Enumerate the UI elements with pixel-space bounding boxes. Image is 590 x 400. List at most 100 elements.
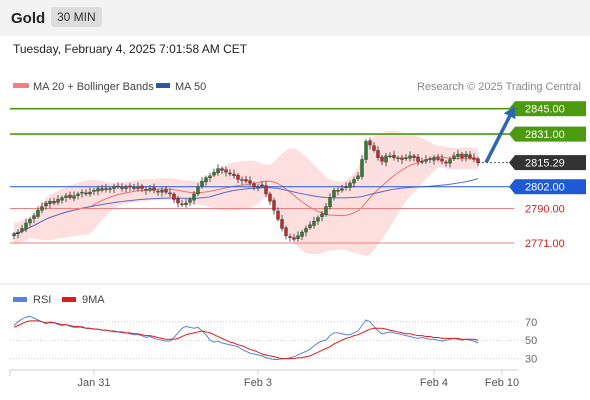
candle-body: [68, 194, 72, 198]
candle-body: [60, 197, 64, 201]
candle-body: [164, 189, 168, 193]
level-box-resistance: [515, 126, 586, 142]
chart-datetime: Tuesday, February 4, 2025 7:01:58 AM CET: [13, 42, 248, 56]
x-tick-label: Feb 3: [244, 377, 272, 389]
candle: [244, 175, 248, 184]
rsi-tick-label: 70: [525, 317, 537, 329]
candle-body: [404, 157, 408, 159]
candle: [432, 154, 436, 165]
candle: [292, 233, 296, 242]
candle-body: [192, 193, 196, 201]
moving-averages: [13, 156, 479, 235]
candle-body: [368, 140, 372, 146]
candle: [384, 152, 388, 167]
candle-body: [304, 228, 308, 233]
level-box-last: [515, 155, 586, 171]
candle: [320, 211, 324, 222]
candle: [152, 183, 156, 194]
candle: [228, 169, 232, 177]
rsi-lines: [13, 315, 479, 361]
candle: [288, 233, 292, 242]
candle: [420, 157, 424, 165]
candle: [272, 197, 276, 215]
candle-body: [324, 206, 328, 215]
candle-body: [316, 217, 320, 222]
candle-body: [116, 185, 120, 188]
candle-body: [300, 231, 304, 237]
candle: [240, 176, 244, 185]
candle-body: [80, 191, 84, 194]
candle-body: [28, 219, 32, 224]
candle-body: [40, 206, 44, 211]
candle: [304, 225, 308, 237]
candle-body: [56, 199, 60, 203]
candle-body: [244, 179, 248, 182]
candle: [28, 217, 32, 227]
candle-body: [132, 187, 136, 189]
candle-body: [288, 236, 292, 238]
timeframe-button[interactable]: 30 MIN: [51, 7, 102, 27]
candle-body: [232, 173, 236, 177]
candle-body: [320, 213, 324, 218]
candle-body: [416, 156, 420, 162]
x-tick-label: Jan 31: [77, 377, 110, 389]
candle: [276, 207, 280, 222]
candle: [60, 195, 64, 204]
candle: [344, 182, 348, 191]
candle-body: [328, 197, 332, 207]
candle: [388, 152, 392, 159]
candle: [424, 155, 428, 165]
candle: [400, 154, 404, 164]
candle-body: [108, 188, 112, 190]
candle: [296, 231, 300, 242]
candle-body: [168, 192, 172, 195]
candle-body: [396, 157, 400, 159]
level-label-resistance: 2845.00: [525, 104, 565, 116]
candle-body: [344, 186, 348, 189]
candle: [208, 172, 212, 183]
candle: [328, 193, 332, 210]
candle-body: [464, 153, 468, 158]
candle: [116, 182, 120, 189]
rsi-line: [13, 315, 479, 361]
candle: [80, 189, 84, 198]
level-box-pivot: [515, 179, 586, 195]
rsi-ma-line: [13, 320, 479, 360]
candle: [380, 154, 384, 165]
candle: [204, 175, 208, 186]
candle-body: [356, 175, 360, 179]
candle: [164, 185, 168, 195]
candle: [356, 172, 360, 181]
candle: [32, 212, 36, 224]
candle: [464, 151, 468, 162]
candle-body: [256, 186, 260, 188]
candle-body: [120, 187, 124, 189]
candle-body: [400, 157, 404, 160]
candle: [444, 159, 448, 167]
candle-body: [76, 193, 80, 196]
candle-body: [284, 227, 288, 236]
candle-body: [240, 179, 244, 181]
candle: [392, 150, 396, 161]
candle-body: [12, 233, 16, 236]
candle-body: [348, 182, 352, 188]
candle-body: [20, 228, 24, 232]
x-tick-label: Feb 4: [420, 377, 448, 389]
candle-body: [380, 156, 384, 162]
projection-arrowhead: [503, 106, 516, 120]
price-levels: 2845.00 2831.00 2815.29 2802.00 2790.00 2771.…: [10, 101, 586, 250]
level-label-last: 2815.29: [525, 158, 565, 170]
legend-swatch-ma50: [156, 83, 170, 88]
candle: [132, 183, 136, 191]
candle: [100, 184, 104, 193]
x-tick-label: Feb 10: [485, 377, 519, 389]
projection-arrow: [484, 106, 516, 164]
candle: [52, 197, 56, 206]
candle-body: [44, 202, 48, 207]
candle: [440, 154, 444, 165]
candle: [180, 200, 184, 208]
candle-body: [276, 210, 280, 220]
candle: [136, 182, 140, 192]
ma50-line: [13, 178, 479, 235]
